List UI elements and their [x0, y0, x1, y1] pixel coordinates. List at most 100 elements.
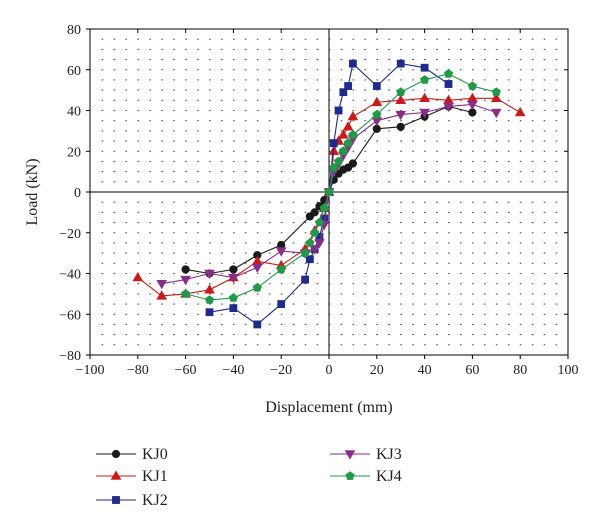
legend-label: KJ3 — [376, 446, 402, 463]
data-point-kj4 — [420, 75, 430, 84]
y-tick-label: −40 — [59, 268, 81, 283]
legend-item-kj1: KJ1 — [96, 468, 168, 485]
data-point-kj2 — [420, 63, 429, 72]
y-tick-label: −80 — [59, 349, 81, 364]
data-point-kj1 — [342, 121, 354, 131]
legend-item-kj4: KJ4 — [330, 468, 402, 485]
data-point-kj3 — [180, 275, 191, 286]
data-point-kj1 — [337, 129, 349, 139]
data-point-kj3 — [467, 100, 478, 111]
data-point-kj2 — [253, 320, 262, 329]
data-point-kj4 — [338, 146, 348, 156]
legend-swatch-marker — [111, 449, 121, 459]
data-point-kj3 — [371, 117, 383, 127]
legend-item-kj0: KJ0 — [96, 446, 168, 463]
legend-swatch-marker — [344, 450, 356, 460]
data-point-kj3 — [490, 108, 502, 119]
data-point-kj1 — [514, 106, 526, 117]
data-point-kj2 — [444, 80, 453, 88]
series-kj4 — [181, 69, 501, 304]
data-point-kj0 — [181, 265, 190, 274]
y-axis-ticks: −80 −60 −40 −20 0 20 40 60 80 — [59, 23, 568, 364]
x-tick-label: 0 — [326, 363, 333, 378]
data-point-kj2 — [301, 275, 309, 284]
x-axis-title: Displacement (mm) — [265, 399, 393, 416]
data-point-kj4 — [491, 87, 501, 96]
x-tick-label: 20 — [370, 363, 384, 378]
legend-label: KJ1 — [142, 468, 168, 485]
data-point-kj4 — [334, 156, 344, 166]
data-point-kj1 — [395, 94, 407, 104]
data-point-kj4 — [252, 283, 262, 292]
x-tick-label: −80 — [127, 363, 149, 378]
data-point-kj3 — [228, 273, 239, 284]
data-point-kj4 — [314, 217, 324, 227]
data-point-kj3 — [251, 263, 263, 274]
data-point-kj2 — [205, 308, 214, 317]
data-point-kj4 — [276, 264, 286, 274]
legend-item-kj2: KJ2 — [96, 492, 168, 509]
data-point-kj1 — [371, 96, 383, 107]
data-point-kj2 — [372, 82, 381, 90]
data-point-kj3 — [443, 102, 454, 113]
data-point-kj2 — [334, 106, 343, 115]
data-point-kj4 — [204, 295, 215, 304]
data-point-kj4 — [396, 87, 406, 96]
y-tick-label: 60 — [67, 64, 81, 79]
data-point-kj1 — [132, 271, 144, 282]
x-tick-label: 60 — [465, 363, 479, 378]
data-point-kj4 — [181, 289, 191, 298]
legend-swatch-marker — [112, 496, 120, 504]
legend-swatch-marker — [345, 471, 355, 480]
x-tick-label: −40 — [222, 363, 244, 378]
data-point-kj2 — [396, 59, 405, 68]
data-point-kj3 — [275, 247, 287, 257]
data-point-kj4 — [300, 248, 310, 258]
x-tick-label: −20 — [270, 363, 292, 378]
y-tick-label: 40 — [67, 105, 81, 120]
x-tick-label: −100 — [76, 363, 105, 378]
legend-item-kj3: KJ3 — [330, 446, 402, 463]
data-point-kj2 — [305, 255, 314, 264]
y-tick-label: 20 — [67, 145, 81, 160]
data-point-kj1 — [419, 92, 430, 102]
data-point-kj3 — [309, 245, 321, 255]
data-point-kj4 — [310, 227, 320, 237]
data-point-kj0 — [348, 159, 358, 168]
legend-label: KJ0 — [142, 446, 168, 463]
legend-label: KJ4 — [376, 468, 402, 485]
data-point-kj1 — [467, 92, 478, 102]
x-tick-label: −60 — [175, 363, 197, 378]
data-point-kj2 — [277, 300, 286, 308]
data-point-kj4 — [348, 130, 358, 139]
y-tick-label: 0 — [74, 186, 81, 201]
y-tick-label: −60 — [59, 308, 81, 323]
data-point-kj1 — [328, 145, 340, 155]
y-axis-title: Load (kN) — [24, 158, 41, 225]
data-point-kj1 — [156, 290, 168, 300]
data-point-kj3 — [204, 269, 215, 280]
data-point-kj4 — [324, 187, 334, 196]
data-point-kj3 — [314, 239, 325, 249]
data-point-kj4 — [443, 69, 454, 78]
data-point-kj4 — [319, 203, 329, 213]
data-point-kj4 — [467, 81, 477, 90]
data-point-kj2 — [339, 88, 348, 97]
legend-swatch-marker — [110, 470, 122, 480]
x-axis-ticks: −100 −80 −60 −40 −20 0 20 40 60 80 100 — [76, 29, 579, 378]
series-group — [132, 59, 526, 329]
data-point-kj2 — [344, 82, 353, 90]
data-point-kj1 — [347, 110, 359, 121]
data-point-kj3 — [419, 108, 430, 119]
data-point-kj4 — [228, 293, 238, 302]
y-tick-label: −20 — [59, 227, 81, 242]
x-tick-label: 40 — [418, 363, 432, 378]
data-point-kj1 — [204, 284, 215, 294]
x-tick-label: 80 — [513, 363, 527, 378]
data-point-kj2 — [329, 139, 338, 147]
data-point-kj1 — [490, 92, 502, 102]
data-point-kj4 — [372, 109, 382, 119]
data-point-kj3 — [395, 110, 407, 121]
data-point-kj2 — [229, 304, 238, 313]
